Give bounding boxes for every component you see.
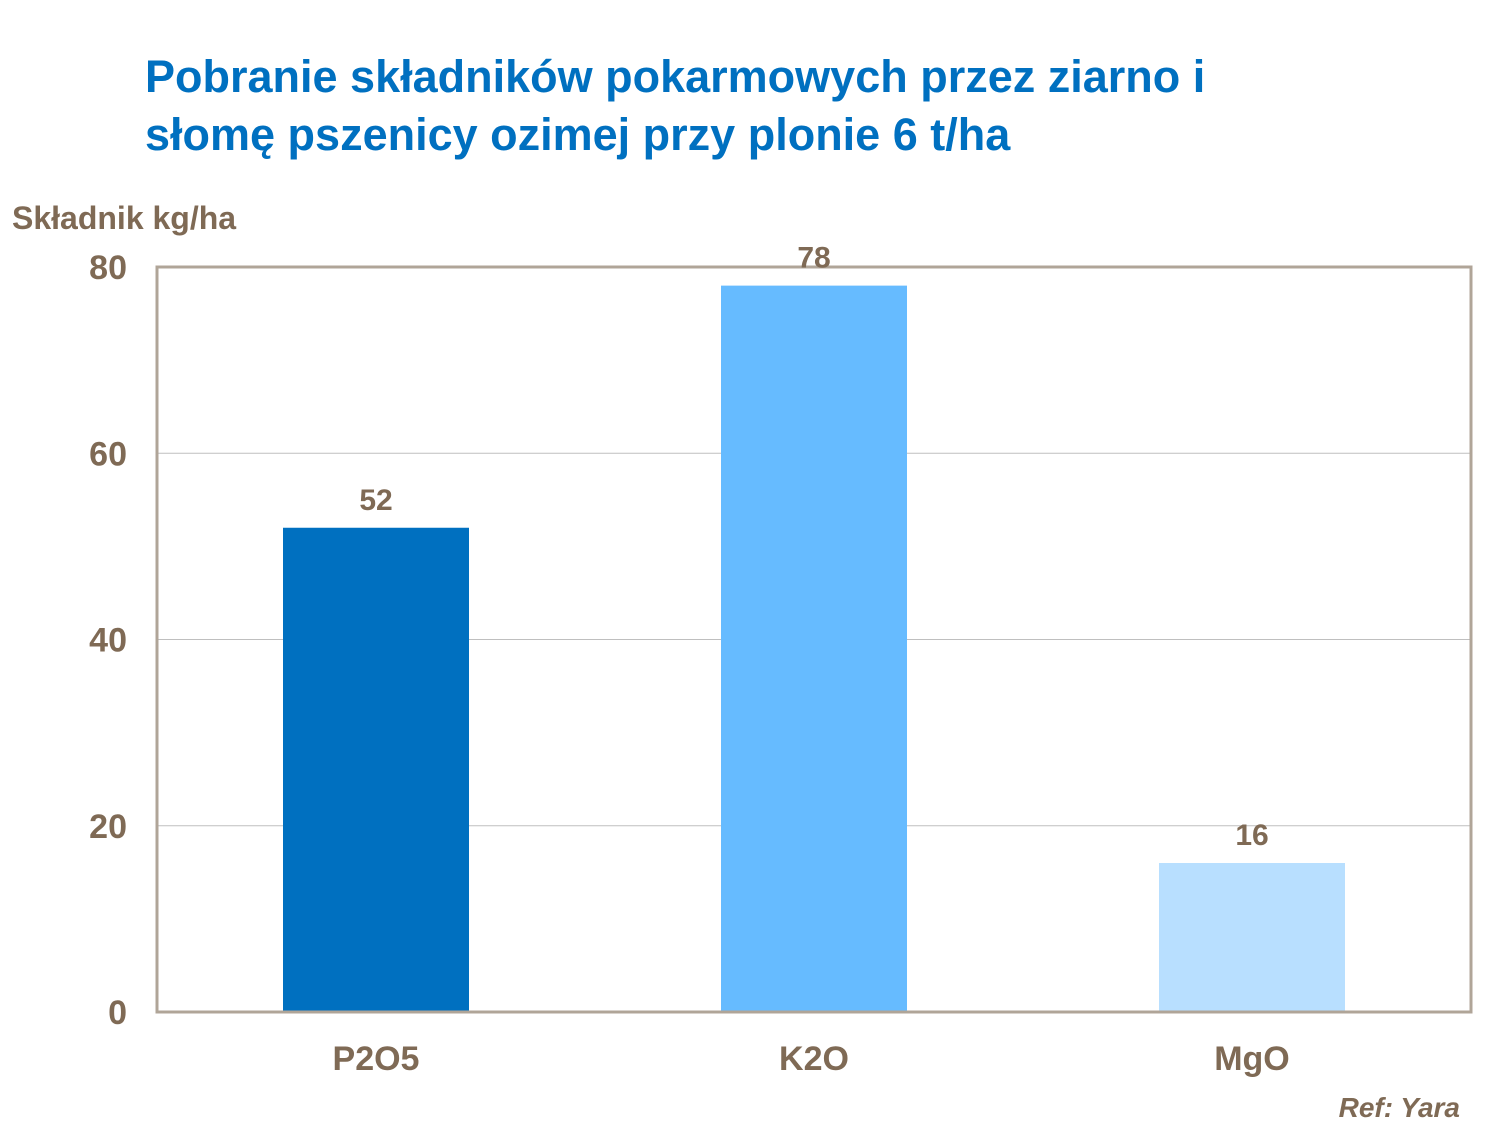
y-tick-label: 20 — [89, 808, 127, 846]
y-axis-label: Składnik kg/ha — [12, 200, 237, 236]
data-label: 52 — [359, 484, 392, 517]
x-tick-label: P2O5 — [333, 1040, 420, 1078]
y-tick-label: 40 — [89, 622, 127, 660]
bar-p2o5 — [283, 527, 469, 1012]
x-tick-label: K2O — [779, 1040, 849, 1078]
bar-k2o — [721, 285, 907, 1012]
chart-title-line-2: słomę pszenicy ozimej przy plonie 6 t/ha — [145, 109, 1011, 160]
y-tick-label: 60 — [89, 435, 127, 473]
y-tick-label: 80 — [89, 249, 127, 287]
chart-title-line-1: Pobranie składników pokarmowych przez zi… — [145, 51, 1206, 102]
y-tick-label: 0 — [108, 994, 127, 1032]
x-tick-label: MgO — [1214, 1040, 1290, 1078]
source-note: Ref: Yara — [1338, 1092, 1460, 1123]
bar-mgo — [1159, 863, 1345, 1012]
data-label: 16 — [1235, 819, 1268, 852]
data-label: 78 — [797, 242, 830, 275]
chart-title: Pobranie składników pokarmowych przez zi… — [145, 48, 1395, 164]
